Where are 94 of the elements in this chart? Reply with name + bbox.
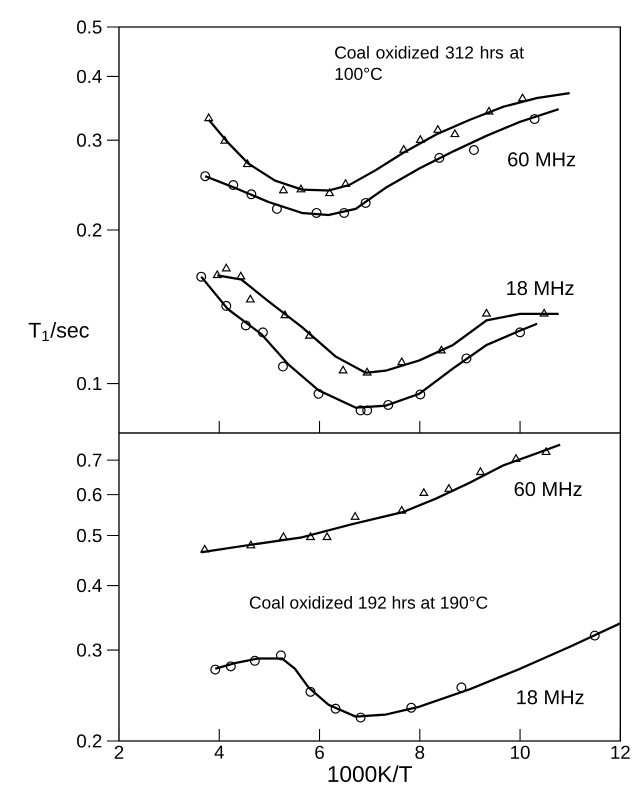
point [362, 405, 372, 416]
y-tick-label: 0.3 [77, 643, 102, 657]
point [415, 389, 426, 400]
point [450, 129, 460, 138]
point [276, 650, 286, 660]
y-tick-label: 0.4 [77, 578, 102, 592]
point [280, 310, 290, 318]
point [246, 189, 256, 200]
point [222, 264, 231, 272]
x-tick-label: 4 [214, 746, 224, 759]
point [330, 704, 341, 714]
point [305, 330, 314, 339]
point [279, 532, 288, 540]
point [341, 179, 350, 187]
x-tick-label: 8 [415, 746, 424, 759]
point [356, 405, 366, 416]
point [279, 186, 288, 194]
point [210, 664, 220, 675]
point [433, 125, 442, 133]
point [383, 400, 394, 410]
point [246, 540, 256, 548]
annotation: Coal oxidized 312 hrs at 100°C [335, 46, 524, 80]
annotation: 60 MHz [508, 152, 576, 166]
point [436, 346, 446, 354]
y-tick-label: 0.2 [77, 223, 102, 237]
point [322, 532, 332, 540]
point [356, 712, 366, 723]
point [196, 272, 206, 282]
point [419, 488, 428, 496]
x-tick-label: 10 [511, 746, 530, 759]
point [515, 327, 526, 338]
point [278, 362, 288, 372]
point [456, 682, 466, 692]
point [540, 308, 549, 317]
point [461, 353, 472, 364]
point [482, 308, 491, 317]
y-axis-title: T$_{1}$/sec [28, 322, 89, 341]
y-tick-label: 0.7 [77, 453, 102, 467]
point [242, 159, 252, 168]
point [204, 113, 214, 122]
point [434, 152, 444, 163]
y-tick-label: 0.6 [77, 488, 102, 502]
point [530, 114, 540, 124]
point [484, 106, 494, 115]
point [296, 184, 306, 192]
point [468, 145, 479, 156]
point [200, 544, 210, 553]
point [240, 320, 251, 330]
y-tick-label: 0.5 [77, 528, 102, 542]
point [220, 136, 230, 144]
point [272, 204, 282, 214]
point [397, 357, 406, 366]
point [350, 512, 360, 520]
y-tick-label: 0.4 [77, 70, 102, 84]
x-axis-title: 1000K/T [328, 765, 412, 782]
point [200, 171, 210, 182]
point [416, 135, 425, 143]
point [360, 198, 371, 208]
point [542, 447, 551, 456]
point [338, 366, 348, 374]
point [314, 388, 324, 399]
point [339, 208, 350, 218]
annotation: 60 MHz [514, 482, 582, 496]
annotation: Coal oxidized 192 hrs at 190°C [250, 596, 488, 609]
point [236, 272, 246, 280]
point [325, 188, 334, 196]
point [226, 661, 236, 672]
point [399, 145, 408, 153]
point [590, 630, 600, 641]
annotation: 18 MHz [517, 690, 584, 704]
point [406, 702, 416, 713]
point [212, 270, 222, 278]
point [221, 300, 232, 311]
point [306, 686, 316, 697]
x-tick-label: 12 [611, 746, 630, 759]
annotation: 18 MHz [507, 280, 574, 296]
point [246, 294, 255, 303]
x-tick-label: 2 [114, 746, 124, 759]
point [476, 467, 485, 476]
point [397, 506, 406, 514]
y-tick-label: 0.2 [77, 734, 102, 748]
x-tick-label: 6 [315, 746, 324, 759]
point [444, 484, 454, 492]
y-tick-label: 0.3 [77, 134, 102, 147]
y-tick-label: 0.1 [77, 376, 102, 390]
point [306, 532, 315, 540]
point [250, 656, 260, 666]
point [518, 94, 527, 102]
y-tick-label: 0.5 [77, 20, 102, 34]
point [258, 327, 268, 338]
point [512, 454, 520, 462]
point [228, 180, 238, 190]
point [312, 208, 322, 218]
point [362, 368, 372, 376]
